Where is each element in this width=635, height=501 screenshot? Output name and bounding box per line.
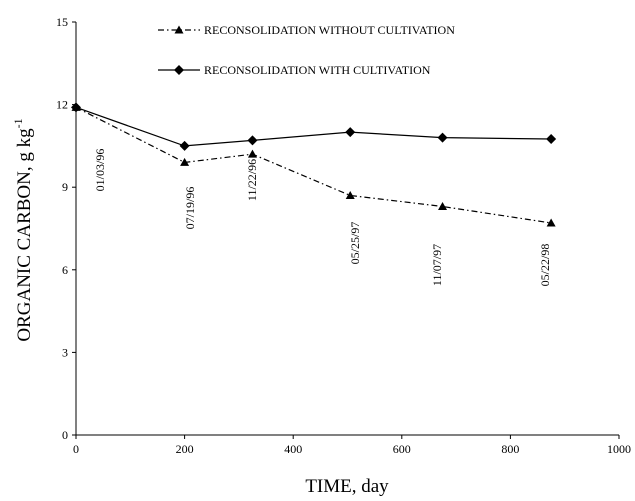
x-tick-label: 600: [393, 442, 411, 456]
x-tick-label: 400: [284, 442, 302, 456]
data-point: [437, 132, 448, 143]
annotation: 05/22/98: [538, 244, 552, 287]
data-point: [546, 218, 556, 227]
legend-label: RECONSOLIDATION WITH CULTIVATION: [204, 63, 431, 77]
legend-marker: [174, 65, 184, 75]
data-point: [71, 102, 81, 113]
data-point: [247, 135, 258, 146]
x-axis-label: TIME, day: [305, 476, 389, 497]
y-tick-label: 6: [62, 263, 68, 277]
legend-label: RECONSOLIDATION WITHOUT CULTIVATION: [204, 23, 455, 37]
data-point: [247, 149, 257, 158]
x-tick-label: 1000: [607, 442, 631, 456]
y-axis-label-text: ORGANIC CARBON, g kg: [14, 128, 35, 342]
x-tick-label: 800: [501, 442, 519, 456]
annotation: 07/19/96: [183, 187, 197, 230]
data-point: [179, 140, 190, 151]
annotation: 05/25/97: [348, 222, 362, 265]
x-tick-label: 0: [73, 442, 79, 456]
y-axis-label-superscript: -1: [11, 118, 25, 128]
y-tick-label: 15: [56, 15, 68, 29]
series-line: [75, 106, 552, 224]
data-point: [438, 201, 448, 210]
data-point: [345, 190, 355, 199]
data-point: [180, 157, 190, 166]
y-tick-label: 9: [62, 180, 68, 194]
annotation: 11/22/96: [245, 159, 259, 201]
annotation: 11/07/97: [430, 244, 444, 286]
y-tick-label: 0: [62, 428, 68, 442]
annotation: 01/03/96: [93, 149, 107, 192]
series-line: [75, 106, 552, 147]
data-point: [345, 127, 356, 138]
x-tick-label: 200: [176, 442, 194, 456]
y-axis-label: ORGANIC CARBON, g kg-1: [11, 118, 35, 341]
y-tick-label: 3: [62, 345, 68, 359]
data-point: [546, 134, 557, 145]
legend-marker: [174, 25, 184, 34]
y-tick-label: 12: [56, 98, 68, 112]
